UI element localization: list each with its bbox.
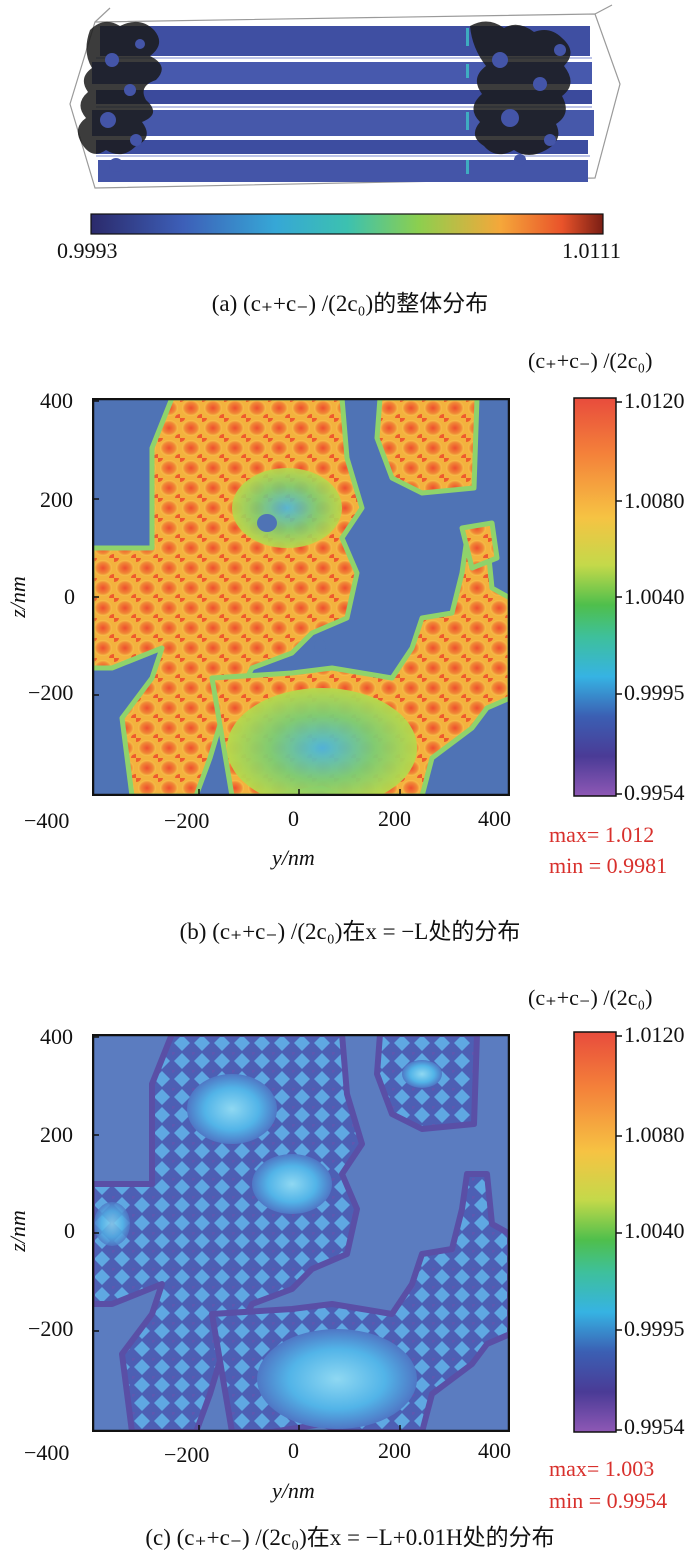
right-face-highlights bbox=[466, 28, 469, 174]
b-min-text: min = 0.9981 bbox=[549, 853, 668, 878]
c-max-text: max= 1.003 bbox=[549, 1456, 655, 1481]
cyan-patch bbox=[257, 1329, 417, 1429]
c-cbar-tick-4: 0.9995 bbox=[624, 1316, 685, 1341]
cyan-patch bbox=[402, 1060, 442, 1088]
b-max-text: max= 1.012 bbox=[549, 822, 655, 847]
b-cbar-tick-3: 1.0040 bbox=[624, 584, 685, 609]
b-xtick-0: 0 bbox=[288, 806, 299, 831]
colorbar-c-gradient bbox=[573, 1031, 617, 1433]
hot-region bbox=[374, 398, 480, 496]
cyan-patch bbox=[94, 1202, 130, 1246]
c-xtick-400: 400 bbox=[478, 1438, 511, 1463]
heatmap-b-voids bbox=[257, 514, 326, 653]
slab-layer bbox=[98, 160, 588, 182]
b-cbar-tick-4: 0.9995 bbox=[624, 680, 685, 705]
porous-end-right bbox=[470, 21, 571, 156]
panel-a-caption: (a) (c₊+c₋) /(2c₀)的整体分布 bbox=[211, 291, 489, 316]
panel-a-colorbar bbox=[90, 213, 604, 235]
c-min-text: min = 0.9954 bbox=[549, 1488, 668, 1513]
box-outline bbox=[69, 4, 621, 189]
porous-end-left bbox=[77, 21, 162, 155]
green-core bbox=[227, 688, 417, 796]
c-cbar-tick-3: 1.0040 bbox=[624, 1218, 685, 1243]
panel-c-colorbar bbox=[573, 1031, 622, 1433]
c-ytick-0: 0 bbox=[64, 1218, 75, 1243]
c-xtick-neg200: −200 bbox=[164, 1442, 210, 1467]
panel-c-heatmap bbox=[92, 1034, 510, 1432]
b-cbar-tick-5: 0.9954 bbox=[624, 780, 685, 805]
c-cbar-tick-1: 1.0120 bbox=[624, 1022, 685, 1047]
panel-b-heatmap bbox=[92, 398, 510, 796]
heatmap-c-ticks bbox=[92, 1036, 401, 1432]
panel-b-colorbar-title: (c₊+c₋) /(2c₀) bbox=[528, 348, 653, 373]
b-cbar-tick-1: 1.0120 bbox=[624, 388, 685, 413]
c-ytick-200: 200 bbox=[40, 1122, 73, 1147]
panel-a-render bbox=[69, 4, 621, 189]
b-xtick-400: 400 bbox=[478, 806, 511, 831]
panel-c-caption: (c) (c₊+c₋) /(2c₀)在x = −L+0.01H处的分布 bbox=[145, 1525, 555, 1550]
b-ytick-400: 400 bbox=[40, 388, 73, 413]
b-xtick-neg200: −200 bbox=[164, 808, 210, 833]
green-core bbox=[232, 468, 342, 548]
hot-region bbox=[459, 520, 500, 571]
c-xtick-200: 200 bbox=[378, 1438, 411, 1463]
porous-end-left-holes bbox=[100, 39, 145, 172]
b-ytick-0: 0 bbox=[64, 584, 75, 609]
panel-c-colorbar-title: (c₊+c₋) /(2c₀) bbox=[528, 985, 653, 1010]
colorbar-b-gradient bbox=[573, 397, 617, 797]
slab-layer bbox=[96, 90, 592, 104]
b-xlabel: y/nm bbox=[272, 845, 315, 870]
c-xtick-neg400: −400 bbox=[24, 1440, 70, 1465]
b-ylabel: z/nm bbox=[5, 576, 30, 618]
cyan-patch bbox=[252, 1154, 332, 1214]
heatmap-c-cyan-patches bbox=[94, 1060, 442, 1429]
colorbar-a-min-label: 0.9993 bbox=[57, 238, 118, 263]
b-cbar-tick-2: 1.0080 bbox=[624, 488, 685, 513]
c-xlabel: y/nm bbox=[272, 1478, 315, 1503]
panel-b-caption: (b) (c₊+c₋) /(2c₀)在x = −L处的分布 bbox=[179, 919, 521, 944]
c-ytick-neg200: −200 bbox=[28, 1316, 74, 1341]
b-xtick-200: 200 bbox=[378, 806, 411, 831]
cyan-patch bbox=[187, 1074, 277, 1144]
b-ytick-neg200: −200 bbox=[28, 680, 74, 705]
c-ylabel: z/nm bbox=[5, 1210, 30, 1252]
b-ytick-200: 200 bbox=[40, 487, 73, 512]
slab-layer bbox=[96, 140, 588, 154]
c-ytick-400: 400 bbox=[40, 1024, 73, 1049]
panel-b-colorbar bbox=[573, 397, 622, 797]
porous-end-right-holes bbox=[492, 44, 566, 166]
region bbox=[92, 1034, 365, 1432]
b-xtick-neg400: −400 bbox=[24, 808, 70, 833]
colorbar-a-max-label: 1.0111 bbox=[562, 238, 621, 263]
c-cbar-tick-5: 0.9954 bbox=[624, 1414, 685, 1439]
c-xtick-0: 0 bbox=[288, 1438, 299, 1463]
colorbar-a-gradient bbox=[90, 213, 604, 235]
heatmap-b-ticks bbox=[92, 400, 401, 796]
c-cbar-tick-2: 1.0080 bbox=[624, 1122, 685, 1147]
